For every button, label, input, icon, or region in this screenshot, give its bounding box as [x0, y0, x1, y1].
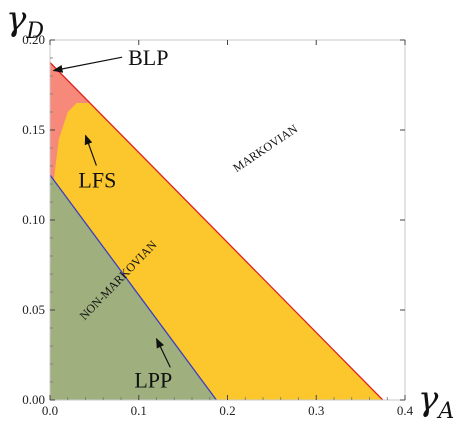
y-tick-label: 0.10 — [22, 212, 45, 227]
x-tick-label: 0.4 — [397, 403, 414, 418]
annotation-arrow-lpp — [155, 337, 171, 368]
annotation-blp: BLP — [128, 45, 168, 70]
x-tick-label: 0.2 — [219, 403, 235, 418]
annotation-arrow-lfs — [84, 134, 97, 166]
x-axis-symbol: γ — [418, 379, 439, 419]
y-tick-label: 0.15 — [22, 122, 45, 137]
boundary-line-1 — [49, 174, 217, 401]
y-axis-symbol: γ — [6, 0, 27, 39]
x-axis-label: γA — [418, 379, 454, 424]
x-axis-subscript: A — [436, 399, 454, 424]
band-label-markovian: MARKOVIAN — [230, 121, 300, 175]
boundary-lines-layer — [49, 62, 384, 401]
annotation-lfs: LFS — [78, 168, 116, 193]
x-tick-label: 0.1 — [131, 403, 147, 418]
x-tick-label: 0.3 — [308, 403, 324, 418]
annotations-layer: BLP LFS LPP — [52, 45, 172, 392]
y-axis-label: γD — [6, 0, 44, 44]
y-tick-label: 0.05 — [22, 302, 45, 317]
x-tick-label: 0.0 — [42, 403, 58, 418]
annotation-lpp: LPP — [134, 367, 172, 392]
y-tick-label: 0.00 — [22, 392, 45, 407]
y-axis-subscript: D — [25, 19, 44, 44]
boundary-line-0 — [49, 62, 384, 401]
axis-ticks-layer: 0.0 0.1 0.2 0.3 0.4 0.00 0.05 0.10 0.15 0.20 — [22, 32, 413, 418]
y-tick-label: 0.20 — [22, 32, 45, 47]
annotation-arrow-blp — [52, 56, 123, 73]
